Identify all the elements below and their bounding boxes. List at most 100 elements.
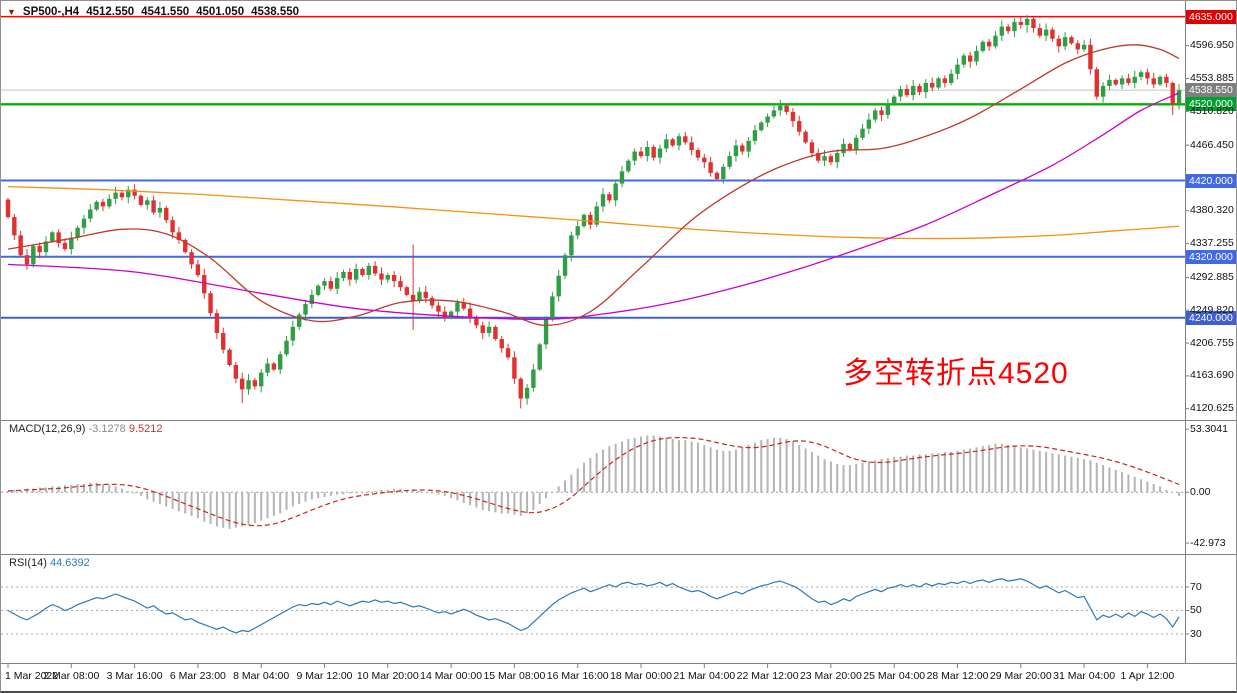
candle-body [221, 332, 226, 350]
candle-body [138, 195, 144, 205]
time-axis-label: 25 Mar 04:00 [863, 670, 926, 682]
price-tick-label: 4120.625 [1190, 402, 1234, 415]
macd-signal-line [7, 436, 1180, 527]
candle-body [480, 325, 485, 333]
price-line-label: 4635.000 [1186, 9, 1236, 24]
candle-body [676, 136, 682, 146]
candle-body [486, 326, 492, 333]
time-axis-label: 15 Mar 08:00 [483, 670, 546, 682]
candle-body [145, 200, 150, 205]
candle-body [347, 271, 353, 280]
chart-annotation: 多空转折点4520 [843, 357, 1069, 390]
candle-body [721, 166, 726, 179]
candle-body [126, 189, 131, 198]
candle-body [170, 220, 175, 233]
candle-body [493, 326, 498, 340]
macd-indicator-label: MACD(12,26,9) -3.1278 9.5212 [9, 423, 163, 435]
ohlc-high: 4541.550 [141, 6, 190, 18]
candle-body [214, 313, 220, 333]
candle-body [752, 130, 758, 141]
candle-body [37, 246, 42, 253]
candle-body [227, 349, 232, 365]
candle-body [556, 275, 561, 297]
candle-body [1018, 21, 1023, 26]
candle-body [645, 146, 650, 157]
price-tick-label: 4596.950 [1190, 39, 1234, 52]
symbol-ohlc-header: ▼ SP500-,H4 4512.550 4541.550 4501.050 4… [7, 6, 299, 18]
candle-body [315, 285, 321, 295]
candle-body [404, 287, 409, 295]
candle-body [372, 265, 378, 274]
candle-body [94, 201, 99, 210]
candle-body [164, 207, 169, 221]
candle-body [784, 105, 789, 112]
candle-body [765, 116, 770, 123]
candle-body [50, 232, 55, 242]
candle-body [917, 85, 922, 93]
candle-body [689, 142, 694, 151]
candle-body [569, 235, 574, 256]
candle-body [632, 151, 637, 161]
candle-body [1012, 21, 1017, 32]
candle-body [5, 199, 11, 218]
candle-body [290, 326, 296, 341]
candle-body [524, 387, 530, 399]
time-axis-label: 31 Mar 04:00 [1053, 670, 1116, 682]
candle-body [1031, 18, 1036, 29]
price-tick-label: 4510.820 [1190, 104, 1234, 117]
candle-body [43, 241, 49, 253]
candle-body [740, 145, 745, 152]
price-tick-label: 4163.690 [1190, 369, 1234, 382]
candle-body [341, 271, 346, 279]
ohlc-close: 4538.550 [251, 6, 300, 18]
ma-fast-red [7, 44, 1180, 326]
candle-body [284, 340, 289, 355]
rsi-tick-label: 70 [1190, 580, 1202, 593]
candle-body [1024, 18, 1030, 26]
time-axis-label: 18 Mar 00:00 [610, 670, 672, 682]
candle-body [195, 264, 201, 276]
ma-mid-magenta [7, 92, 1180, 320]
candle-body [1100, 85, 1106, 97]
candle-body [499, 339, 504, 349]
time-axis-label: 10 Mar 20:00 [356, 670, 419, 682]
candle-body [613, 183, 618, 201]
candle-body [360, 268, 365, 276]
candle-body [1043, 29, 1049, 36]
candle-body [303, 303, 308, 315]
candle-body [1145, 72, 1150, 79]
candle-body [702, 157, 707, 163]
macd-tick-label: 53.3041 [1190, 422, 1228, 435]
candle-body [809, 142, 815, 154]
candle-body [961, 55, 967, 65]
candle-body [790, 111, 796, 122]
candle-body [898, 89, 903, 97]
candle-body [1088, 44, 1093, 70]
price-line-label: 4320.000 [1186, 249, 1236, 264]
price-tick-label: 4466.450 [1190, 138, 1234, 151]
candle-body [512, 357, 517, 379]
candle-body [1050, 29, 1055, 39]
candle-body [683, 136, 688, 143]
rsi-name: RSI(14) [9, 557, 47, 569]
candle-body [208, 293, 213, 314]
candle-body [31, 246, 36, 265]
candle-body [455, 302, 460, 312]
rsi-tick-label: 50 [1190, 604, 1202, 616]
candle-body [75, 227, 80, 238]
time-axis-label: 21 Mar 04:00 [673, 670, 736, 682]
candle-body [252, 380, 258, 387]
candle-body [1164, 76, 1169, 83]
candle-body [442, 311, 447, 318]
candle-body [1126, 78, 1131, 83]
candle-body [575, 226, 580, 236]
rsi-indicator-label: RSI(14) 44.6392 [9, 557, 90, 569]
time-axis-label: 28 Mar 12:00 [926, 670, 989, 682]
symbol-marker-icon: ▼ [7, 6, 16, 17]
ma-slow-orange [7, 185, 1180, 240]
rsi-value: 44.6392 [49, 557, 90, 569]
symbol-timeframe: SP500-,H4 [22, 6, 80, 18]
candle-body [803, 131, 808, 143]
candle-body [18, 235, 23, 256]
